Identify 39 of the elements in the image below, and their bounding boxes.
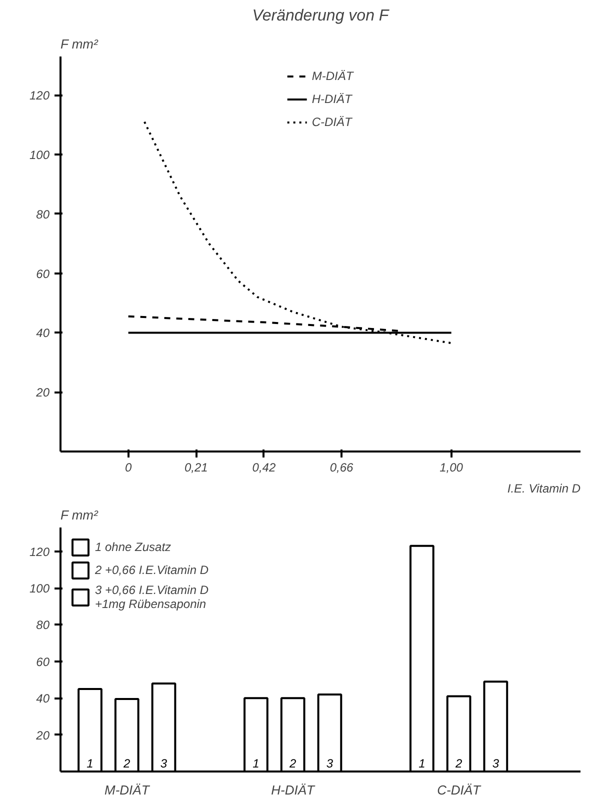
- legend-label: 3 +0,66 I.E.Vitamin D +1mg Rübensaponin: [95, 583, 209, 611]
- x-tick-label: C-DIÄT: [437, 782, 482, 798]
- y-tick-label: 60: [36, 654, 50, 669]
- y-tick-label: 40: [36, 326, 50, 340]
- annotation: 2: [122, 756, 131, 770]
- x-tick-label: 0: [124, 460, 132, 474]
- y-tick-label: 100: [29, 148, 50, 162]
- x-tick-label: 0,21: [184, 460, 208, 474]
- annotation: 3: [492, 756, 500, 770]
- x-tick-label: 0,66: [330, 460, 354, 474]
- x-axis-title: I.E. Vitamin D: [507, 482, 581, 496]
- chart-title: Veränderung von F: [252, 8, 390, 24]
- y-tick-label: 20: [35, 728, 50, 742]
- legend-label: 1 ohne Zusatz: [95, 540, 172, 554]
- annotation: 1: [418, 756, 426, 770]
- y-axis-title: F mm²: [60, 36, 98, 52]
- annotation: 3: [326, 756, 334, 770]
- annotation: 3: [160, 756, 168, 770]
- x-tick-label: M-DIÄT: [104, 782, 150, 798]
- y-tick-label: 80: [36, 207, 50, 222]
- y-tick-label: 120: [29, 544, 50, 559]
- legend-label: H-DIÄT: [312, 92, 352, 106]
- x-tick-label: H-DIÄT: [271, 782, 316, 798]
- x-tick-label: 1,00: [440, 460, 464, 474]
- annotation: 2: [288, 756, 297, 770]
- legend-label: M-DIÄT: [312, 69, 354, 83]
- x-tick-label: 0,42: [252, 460, 276, 474]
- annotation: 2: [454, 756, 462, 770]
- annotation: 1: [86, 756, 94, 770]
- y-tick-label: 80: [36, 618, 50, 632]
- legend-label: 2 +0,66 I.E.Vitamin D: [95, 563, 209, 577]
- annotation: 1: [252, 756, 260, 770]
- legend-label: C-DIÄT: [312, 115, 352, 129]
- y-tick-label: 60: [36, 266, 50, 281]
- y-tick-label: 120: [29, 88, 50, 103]
- y-tick-label: 100: [29, 582, 50, 596]
- y-tick-label: 20: [35, 386, 50, 400]
- y-axis-title: F mm²: [60, 508, 98, 522]
- y-tick-label: 40: [36, 692, 50, 706]
